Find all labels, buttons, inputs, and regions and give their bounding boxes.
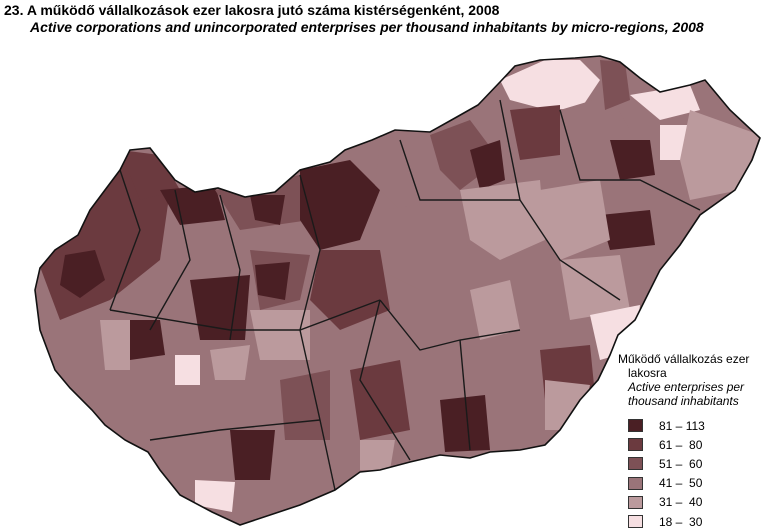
region-patches bbox=[35, 60, 760, 512]
legend-item: 41 – 50 bbox=[628, 474, 778, 493]
legend-item: 61 – 80 bbox=[628, 435, 778, 454]
map-title-en: Active corporations and unincorporated e… bbox=[30, 19, 704, 35]
legend-range: 61 – 80 bbox=[659, 437, 703, 452]
legend-swatch bbox=[628, 419, 643, 433]
legend-item: 81 – 113 bbox=[628, 416, 778, 435]
legend: Működő vállalkozás ezer lakosra Active e… bbox=[618, 352, 778, 531]
country-outline bbox=[34, 55, 761, 526]
legend-range: 18 – 30 bbox=[659, 514, 703, 529]
county-borders bbox=[109, 99, 701, 491]
legend-range: 51 – 60 bbox=[659, 456, 703, 471]
legend-swatch bbox=[628, 476, 643, 490]
legend-swatch bbox=[628, 457, 643, 471]
legend-swatch bbox=[628, 438, 643, 452]
legend-item: 51 – 60 bbox=[628, 454, 778, 473]
legend-range: 81 – 113 bbox=[659, 418, 705, 433]
legend-item: 31 – 40 bbox=[628, 493, 778, 512]
legend-swatch bbox=[628, 515, 643, 529]
legend-range: 41 – 50 bbox=[659, 476, 703, 491]
legend-list: 81 – 113 61 – 80 51 – 60 41 – 50 31 – 40… bbox=[628, 416, 778, 531]
legend-range: 31 – 40 bbox=[659, 495, 703, 510]
legend-title-en: Active enterprises per bbox=[628, 380, 745, 394]
map-title-hu: 23. A működő vállalkozások ezer lakosra … bbox=[4, 2, 500, 18]
legend-title-hu: Működő vállalkozás ezer bbox=[618, 352, 750, 366]
legend-swatch bbox=[628, 495, 643, 509]
legend-title-hu-2: lakosra bbox=[628, 366, 667, 380]
legend-item: 18 – 30 bbox=[628, 512, 778, 531]
legend-title-en-2: thousand inhabitants bbox=[628, 394, 739, 408]
